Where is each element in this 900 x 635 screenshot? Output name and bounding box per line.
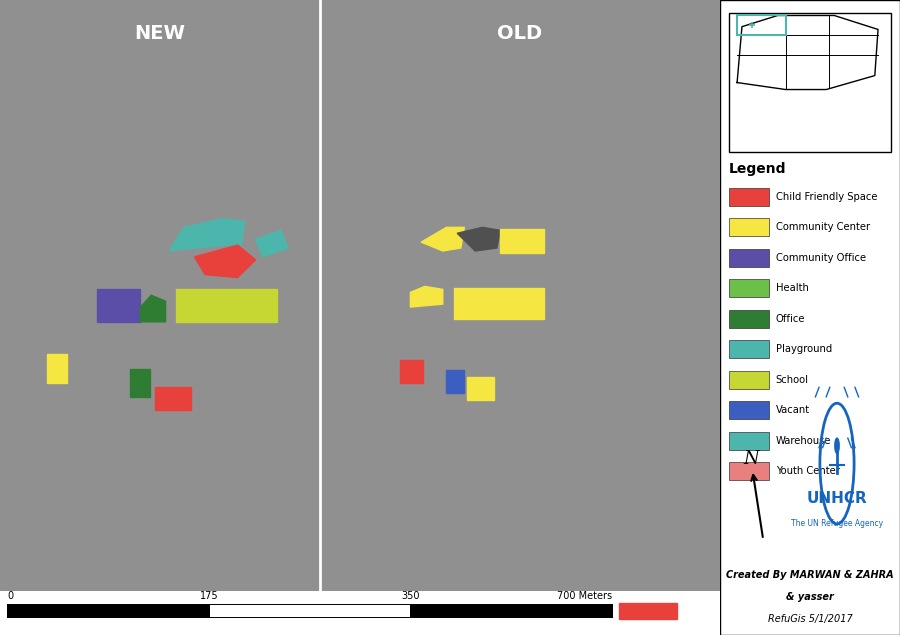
Text: Created By MARWAN & ZAHRA: Created By MARWAN & ZAHRA [726,570,894,580]
Bar [400,360,423,383]
Bar [729,218,769,236]
Polygon shape [457,227,500,251]
Text: 350: 350 [401,591,419,601]
Text: Warehouse: Warehouse [776,436,832,446]
Text: 175: 175 [200,591,218,601]
Text: & yasser: & yasser [786,592,834,602]
Bar [729,310,769,328]
Bar [466,377,494,401]
Bar [97,290,140,322]
Bar [500,229,544,253]
Bar [729,249,769,267]
Text: The UN Refugee Agency: The UN Refugee Agency [791,519,883,528]
Text: 700 Meters: 700 Meters [557,591,612,601]
Text: Community Office: Community Office [776,253,866,263]
Bar [176,290,277,322]
Polygon shape [421,227,464,251]
Bar [454,288,544,319]
Polygon shape [410,286,443,307]
Circle shape [835,438,839,453]
Polygon shape [256,231,288,257]
Text: UNHCR: UNHCR [806,491,868,506]
Bar [446,370,464,393]
Bar [130,368,149,397]
Bar [729,432,769,450]
Bar [737,15,786,35]
Text: School: School [776,375,809,385]
Text: 0: 0 [7,591,14,601]
Text: OLD: OLD [498,23,543,43]
Text: Child Friendly Space: Child Friendly Space [776,192,878,202]
Text: Community Center: Community Center [776,222,870,232]
Bar [729,371,769,389]
Bar [729,340,769,358]
Bar [619,603,677,618]
Bar [729,279,769,297]
Bar [729,13,891,152]
Polygon shape [194,245,256,277]
Bar [209,604,410,617]
Text: Legend: Legend [729,162,787,176]
Text: RefuGis 5/1/2017: RefuGis 5/1/2017 [768,614,852,624]
Text: Playground: Playground [776,344,832,354]
Text: N: N [743,450,760,467]
Bar [410,604,612,617]
Bar [729,462,769,480]
Text: Vacant: Vacant [776,405,810,415]
Bar [729,401,769,419]
Bar [47,354,67,383]
Text: Health: Health [776,283,809,293]
Text: Office: Office [776,314,806,324]
Polygon shape [169,218,245,251]
Text: Youth Center: Youth Center [776,466,840,476]
Text: NEW: NEW [134,23,185,43]
Polygon shape [140,295,166,322]
Bar [155,387,191,410]
Bar [7,604,209,617]
Bar [729,188,769,206]
